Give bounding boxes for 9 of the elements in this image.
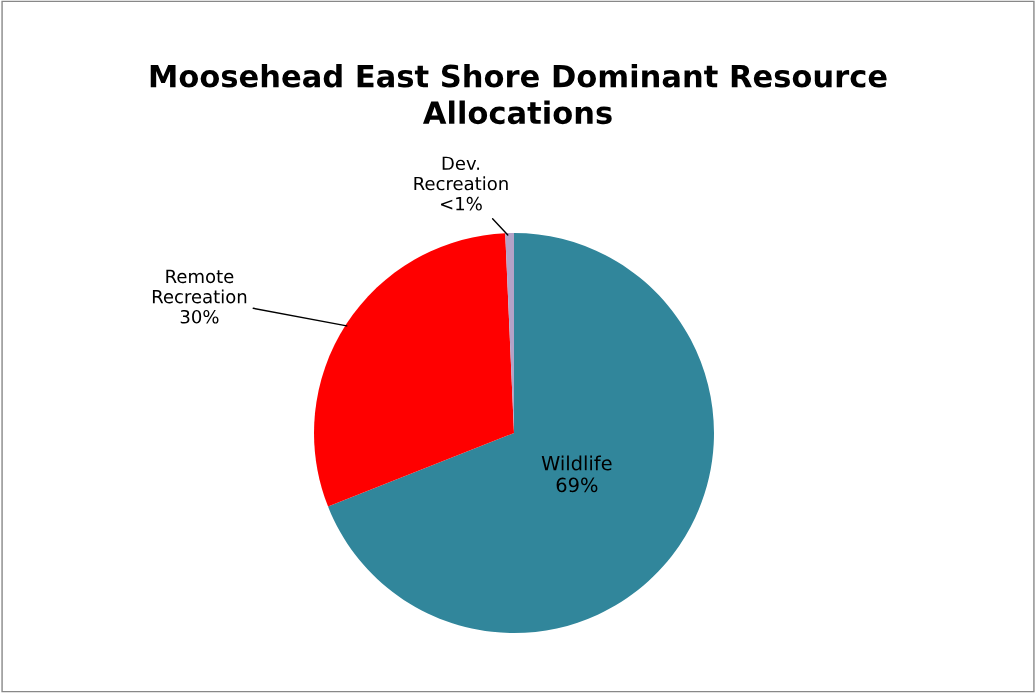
pie-slice bbox=[328, 233, 714, 633]
slice-label: Remote Recreation bbox=[152, 269, 247, 304]
slice-label: Dev. Recreation bbox=[414, 156, 508, 191]
slice-label: Wildlife bbox=[541, 455, 612, 471]
pie-slice bbox=[314, 233, 514, 507]
chart-title: Moosehead East Shore Dominant Resource Allocations bbox=[150, 63, 887, 125]
data-label: <1% bbox=[440, 196, 482, 211]
data-label: 30% bbox=[180, 309, 219, 324]
data-label: 69% bbox=[556, 477, 598, 493]
